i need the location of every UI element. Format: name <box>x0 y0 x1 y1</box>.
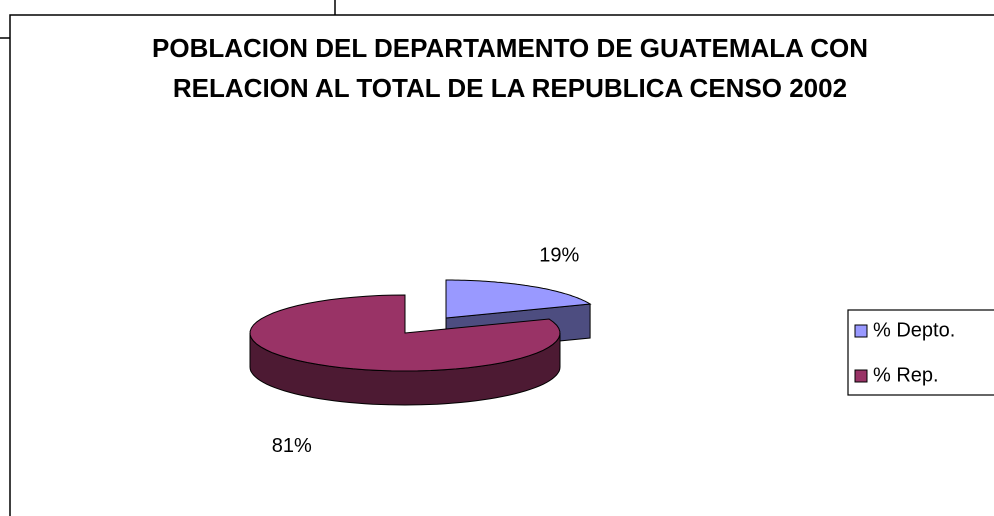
slice <box>445 279 592 319</box>
legend-swatch <box>854 369 868 383</box>
chart-title: POBLACION DEL DEPARTAMENTO DE GUATEMALA … <box>152 33 868 103</box>
chart-frame <box>9 14 994 516</box>
data-label: 19% <box>539 245 579 267</box>
legend-swatch <box>854 324 868 338</box>
slice <box>249 294 561 372</box>
legend-box <box>847 309 994 396</box>
legend-label: % Depto. <box>873 319 955 341</box>
data-label: 81% <box>272 435 312 457</box>
legend-label: % Rep. <box>873 364 939 386</box>
